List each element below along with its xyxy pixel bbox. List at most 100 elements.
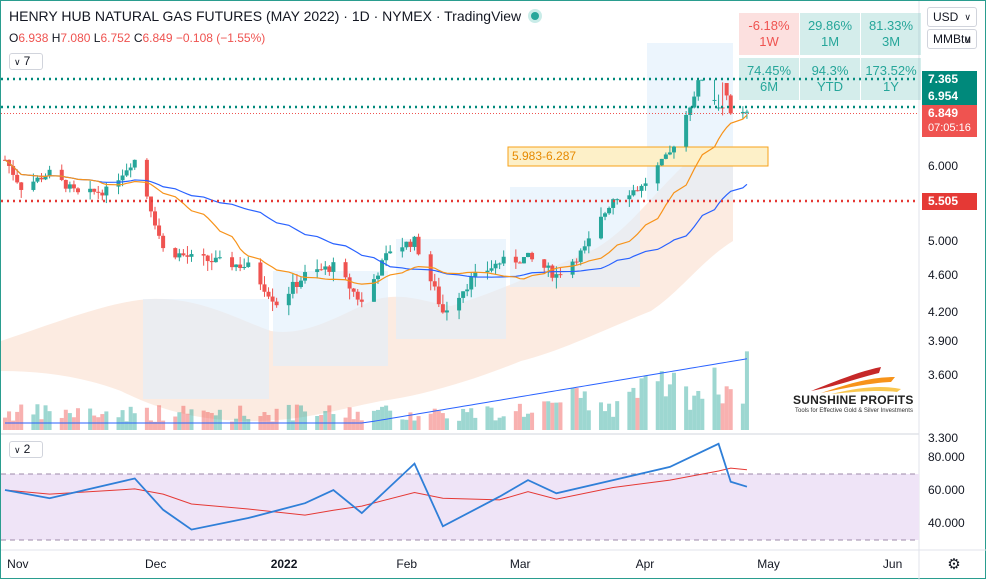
unit-select[interactable]: MMBtu ∨ bbox=[927, 29, 977, 49]
candle bbox=[47, 169, 52, 177]
candle bbox=[408, 241, 413, 247]
chevron-down-icon: ∨ bbox=[964, 12, 971, 22]
candle bbox=[59, 169, 64, 180]
volume-bar bbox=[104, 411, 109, 430]
volume-bar bbox=[570, 387, 575, 430]
volume-bar bbox=[436, 410, 441, 430]
volume-bar bbox=[286, 404, 291, 430]
candle bbox=[63, 179, 68, 189]
candle bbox=[542, 259, 547, 268]
volume-bar bbox=[262, 412, 267, 430]
volume-bar bbox=[461, 408, 466, 430]
candle bbox=[586, 238, 591, 247]
volume-bar bbox=[444, 418, 449, 430]
volume-bar bbox=[157, 405, 162, 430]
candle bbox=[440, 304, 445, 313]
candle bbox=[546, 265, 551, 268]
candle bbox=[530, 252, 535, 260]
rsi-tick-label: 60.000 bbox=[928, 483, 965, 497]
candle bbox=[67, 184, 72, 189]
perf-6m: 74.45% 6M bbox=[739, 58, 799, 100]
candle bbox=[461, 291, 466, 298]
chart-title-text: HENRY HUB NATURAL GAS FUTURES (MAY 2022)… bbox=[9, 8, 522, 24]
volume-bar bbox=[11, 420, 16, 430]
candle bbox=[436, 286, 441, 305]
profile-area-5 bbox=[143, 299, 269, 399]
volume-bar bbox=[270, 421, 275, 430]
volume-bar bbox=[663, 396, 668, 430]
volume-bar bbox=[513, 411, 518, 430]
volume-bar bbox=[582, 391, 587, 430]
range-box bbox=[507, 146, 769, 167]
volume-bar bbox=[639, 378, 644, 430]
candle bbox=[517, 262, 522, 264]
volume-bar bbox=[347, 407, 352, 430]
sub-indicators-toggle[interactable]: ∨ 2 bbox=[9, 441, 43, 458]
main-indicators-toggle[interactable]: ∨ 7 bbox=[9, 53, 43, 70]
volume-bar bbox=[744, 351, 749, 430]
volume-bar bbox=[501, 416, 506, 430]
candle bbox=[294, 281, 299, 287]
volume-bar bbox=[724, 386, 729, 430]
volume-bar bbox=[400, 419, 405, 430]
candle bbox=[497, 263, 502, 265]
volume-layer bbox=[3, 351, 749, 430]
candle bbox=[327, 266, 332, 272]
candle bbox=[11, 165, 16, 175]
candle bbox=[724, 83, 729, 96]
price-tick-label: 4.200 bbox=[928, 305, 959, 319]
volume-bar bbox=[667, 384, 672, 430]
candle bbox=[611, 199, 616, 208]
rsi-moving-average bbox=[4, 467, 747, 516]
candles-layer bbox=[3, 79, 749, 321]
volume-bar bbox=[465, 412, 470, 430]
candle bbox=[371, 279, 376, 302]
logo-tagline: Tools for Effective Gold & Silver Invest… bbox=[795, 408, 913, 414]
volume-bar bbox=[526, 413, 531, 430]
candle bbox=[700, 79, 705, 81]
candle bbox=[412, 236, 417, 247]
candle bbox=[266, 291, 271, 297]
volume-bar bbox=[380, 406, 385, 430]
currency-select[interactable]: USD ∨ bbox=[927, 7, 977, 27]
candle bbox=[88, 188, 93, 193]
volume-bar bbox=[230, 421, 235, 430]
currency-value: USD bbox=[933, 10, 959, 24]
volume-bar bbox=[189, 409, 194, 430]
volume-bar bbox=[696, 390, 701, 430]
candle bbox=[598, 216, 603, 239]
countdown-label: 07:05:16 bbox=[922, 120, 977, 137]
volume-bar bbox=[416, 416, 421, 430]
candle bbox=[298, 280, 303, 287]
candle bbox=[574, 261, 579, 263]
candle bbox=[116, 180, 121, 187]
volume-bar bbox=[148, 420, 153, 430]
volume-bar bbox=[554, 402, 559, 430]
candle bbox=[744, 111, 749, 113]
volume-bar bbox=[371, 410, 376, 430]
candle bbox=[132, 159, 137, 168]
volume-bar bbox=[716, 394, 721, 430]
volume-bar bbox=[209, 412, 214, 430]
candle bbox=[120, 175, 125, 181]
volume-bar bbox=[521, 416, 526, 430]
volume-bar bbox=[720, 403, 725, 430]
volume-bar bbox=[234, 418, 239, 430]
candle bbox=[246, 262, 251, 267]
candle bbox=[270, 296, 275, 302]
perf-1y: 173.52% 1Y bbox=[861, 58, 921, 100]
volume-bar bbox=[388, 410, 393, 430]
volume-bar bbox=[671, 372, 676, 430]
gear-icon[interactable]: ⚙ bbox=[947, 556, 961, 573]
candle bbox=[19, 182, 24, 190]
candle bbox=[205, 255, 210, 262]
perf-1w: -6.18% 1W bbox=[739, 13, 799, 55]
candle bbox=[570, 261, 575, 275]
volume-bar bbox=[574, 388, 579, 430]
candle bbox=[728, 95, 733, 114]
candle bbox=[639, 185, 644, 191]
perf-value: 173.52% bbox=[865, 63, 917, 78]
volume-bar bbox=[712, 367, 717, 430]
moving-average-blue bbox=[4, 159, 748, 278]
